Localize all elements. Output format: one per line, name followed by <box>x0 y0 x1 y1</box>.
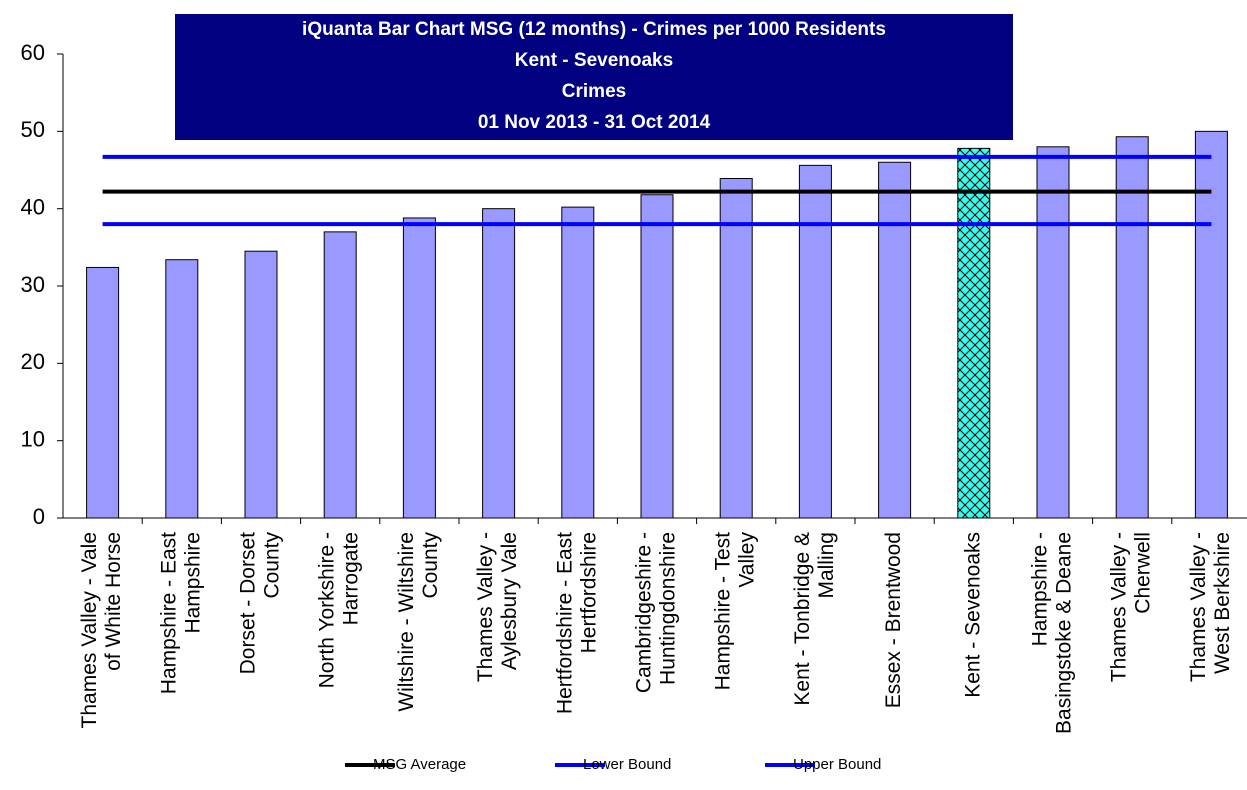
x-tick-label: Harrogate <box>340 532 363 625</box>
chart-title: iQuanta Bar Chart MSG (12 months) - Crim… <box>302 19 886 40</box>
x-tick-label: Thames Valley - <box>474 532 497 682</box>
x-tick-label: West Berkshire <box>1211 532 1234 674</box>
x-tick-label: Kent - Sevenoaks <box>961 532 984 698</box>
y-tick-label: 30 <box>21 272 45 297</box>
title-box <box>175 14 1013 140</box>
chart-title: 01 Nov 2013 - 31 Oct 2014 <box>478 112 711 133</box>
x-tick-label: Hampshire - <box>1029 532 1052 646</box>
x-tick-label: Hampshire - Test <box>712 532 735 690</box>
x-tick-label: County <box>261 532 284 599</box>
legend-label: Upper Bound <box>793 756 881 773</box>
y-tick-label: 40 <box>21 194 45 219</box>
bar <box>402 217 436 519</box>
chart-title: Kent - Sevenoaks <box>515 50 673 71</box>
x-tick-label: Hertfordshire <box>577 532 600 653</box>
bar <box>86 266 120 519</box>
bar <box>482 208 516 519</box>
x-tick-label: Hertfordshire - East <box>553 532 576 714</box>
x-tick-label: County <box>419 532 442 599</box>
y-tick-label: 0 <box>33 504 45 529</box>
x-tick-label: Thames Valley - Vale <box>78 532 101 728</box>
x-tick-label: Malling <box>815 532 838 599</box>
bar <box>798 164 832 519</box>
y-tick-label: 60 <box>21 40 45 65</box>
bar <box>561 206 595 519</box>
bar <box>878 161 912 519</box>
x-tick-label: Kent - Tonbridge & <box>791 532 814 706</box>
x-tick-label: Dorset - Dorset <box>237 532 260 675</box>
bar <box>719 178 753 519</box>
bar <box>1036 146 1070 519</box>
x-tick-label: Hampshire <box>181 532 204 634</box>
x-tick-label: Valley <box>736 532 759 588</box>
bar <box>1115 136 1149 519</box>
x-tick-label: Cherwell <box>1132 532 1155 614</box>
bar <box>244 250 278 519</box>
x-tick-label: Thames Valley - <box>1187 532 1210 682</box>
bar-hatch <box>957 148 990 518</box>
bar <box>1194 130 1228 519</box>
bar <box>165 259 199 519</box>
bar <box>640 194 674 519</box>
x-tick-label: Essex - Brentwood <box>882 532 905 708</box>
y-tick-label: 10 <box>21 426 45 451</box>
chart-title: Crimes <box>562 81 626 102</box>
x-tick-label: Wiltshire - Wiltshire <box>395 532 418 712</box>
y-tick-label: 20 <box>21 349 45 374</box>
x-tick-label: of White Horse <box>102 532 125 671</box>
legend-label: Lower Bound <box>583 756 671 773</box>
bar <box>323 231 357 519</box>
y-tick-label: 50 <box>21 117 45 142</box>
legend-label: MSG Average <box>373 756 466 773</box>
x-tick-label: Huntingdonshire <box>657 532 680 685</box>
x-tick-label: Basingstoke & Deane <box>1053 532 1076 734</box>
x-tick-label: North Yorkshire - <box>316 532 339 688</box>
x-tick-label: Cambridgeshire - <box>633 532 656 693</box>
x-tick-label: Hampshire - East <box>157 532 180 694</box>
x-tick-label: Thames Valley - <box>1108 532 1131 682</box>
x-tick-label: Aylesbury Vale <box>498 532 521 670</box>
